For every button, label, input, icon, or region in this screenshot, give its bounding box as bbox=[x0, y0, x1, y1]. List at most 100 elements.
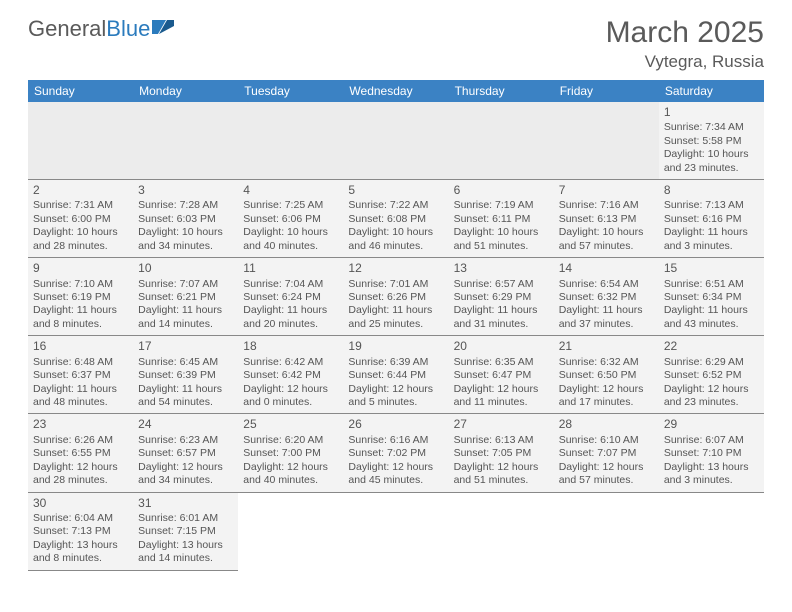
day-number: 7 bbox=[559, 183, 654, 198]
sunrise-line: Sunrise: 7:01 AM bbox=[348, 278, 443, 291]
trailing-blank bbox=[449, 493, 554, 571]
daylight-line-2: and 25 minutes. bbox=[348, 318, 443, 331]
daylight-line-1: Daylight: 10 hours bbox=[454, 226, 549, 239]
daylight-line-2: and 8 minutes. bbox=[33, 318, 128, 331]
sunset-line: Sunset: 6:11 PM bbox=[454, 213, 549, 226]
daylight-line-2: and 48 minutes. bbox=[33, 396, 128, 409]
sunset-line: Sunset: 6:06 PM bbox=[243, 213, 338, 226]
dow-header: Monday bbox=[133, 80, 238, 102]
trailing-blank bbox=[343, 493, 448, 571]
day-cell: 23Sunrise: 6:26 AMSunset: 6:55 PMDayligh… bbox=[28, 414, 133, 492]
logo-text-2: Blue bbox=[106, 16, 150, 42]
daylight-line-1: Daylight: 10 hours bbox=[664, 148, 759, 161]
daylight-line-1: Daylight: 11 hours bbox=[348, 304, 443, 317]
day-cell: 29Sunrise: 6:07 AMSunset: 7:10 PMDayligh… bbox=[659, 414, 764, 492]
daylight-line-2: and 57 minutes. bbox=[559, 474, 654, 487]
daylight-line-1: Daylight: 10 hours bbox=[138, 226, 233, 239]
daylight-line-1: Daylight: 12 hours bbox=[664, 383, 759, 396]
sunset-line: Sunset: 6:00 PM bbox=[33, 213, 128, 226]
daylight-line-1: Daylight: 11 hours bbox=[454, 304, 549, 317]
daylight-line-2: and 14 minutes. bbox=[138, 552, 233, 565]
sunset-line: Sunset: 6:29 PM bbox=[454, 291, 549, 304]
sunset-line: Sunset: 5:58 PM bbox=[664, 135, 759, 148]
day-cell: 18Sunrise: 6:42 AMSunset: 6:42 PMDayligh… bbox=[238, 336, 343, 414]
day-cell: 28Sunrise: 6:10 AMSunset: 7:07 PMDayligh… bbox=[554, 414, 659, 492]
daylight-line-1: Daylight: 11 hours bbox=[559, 304, 654, 317]
daylight-line-2: and 23 minutes. bbox=[664, 396, 759, 409]
day-cell: 3Sunrise: 7:28 AMSunset: 6:03 PMDaylight… bbox=[133, 180, 238, 258]
sunset-line: Sunset: 7:07 PM bbox=[559, 447, 654, 460]
dow-header: Saturday bbox=[659, 80, 764, 102]
day-number: 4 bbox=[243, 183, 338, 198]
daylight-line-1: Daylight: 11 hours bbox=[243, 304, 338, 317]
header: GeneralBlue March 2025 Vytegra, Russia bbox=[28, 16, 764, 72]
sunset-line: Sunset: 6:16 PM bbox=[664, 213, 759, 226]
sunset-line: Sunset: 6:37 PM bbox=[33, 369, 128, 382]
day-number: 9 bbox=[33, 261, 128, 276]
daylight-line-2: and 28 minutes. bbox=[33, 474, 128, 487]
day-number: 24 bbox=[138, 417, 233, 432]
sunrise-line: Sunrise: 7:10 AM bbox=[33, 278, 128, 291]
day-number: 29 bbox=[664, 417, 759, 432]
title-location: Vytegra, Russia bbox=[606, 52, 764, 72]
daylight-line-1: Daylight: 11 hours bbox=[138, 383, 233, 396]
daylight-line-2: and 3 minutes. bbox=[664, 474, 759, 487]
daylight-line-1: Daylight: 12 hours bbox=[348, 383, 443, 396]
sunrise-line: Sunrise: 6:48 AM bbox=[33, 356, 128, 369]
daylight-line-2: and 51 minutes. bbox=[454, 240, 549, 253]
sunset-line: Sunset: 6:08 PM bbox=[348, 213, 443, 226]
daylight-line-2: and 0 minutes. bbox=[243, 396, 338, 409]
daylight-line-2: and 34 minutes. bbox=[138, 474, 233, 487]
daylight-line-1: Daylight: 11 hours bbox=[664, 304, 759, 317]
dow-header: Wednesday bbox=[343, 80, 448, 102]
daylight-line-1: Daylight: 13 hours bbox=[138, 539, 233, 552]
sunset-line: Sunset: 7:15 PM bbox=[138, 525, 233, 538]
day-number: 1 bbox=[664, 105, 759, 120]
sunrise-line: Sunrise: 6:45 AM bbox=[138, 356, 233, 369]
day-number: 12 bbox=[348, 261, 443, 276]
sunrise-line: Sunrise: 7:28 AM bbox=[138, 199, 233, 212]
daylight-line-1: Daylight: 10 hours bbox=[559, 226, 654, 239]
logo-text-1: General bbox=[28, 16, 106, 42]
day-number: 22 bbox=[664, 339, 759, 354]
sunset-line: Sunset: 6:55 PM bbox=[33, 447, 128, 460]
day-cell: 11Sunrise: 7:04 AMSunset: 6:24 PMDayligh… bbox=[238, 258, 343, 336]
day-number: 14 bbox=[559, 261, 654, 276]
day-cell: 6Sunrise: 7:19 AMSunset: 6:11 PMDaylight… bbox=[449, 180, 554, 258]
day-cell: 22Sunrise: 6:29 AMSunset: 6:52 PMDayligh… bbox=[659, 336, 764, 414]
daylight-line-2: and 31 minutes. bbox=[454, 318, 549, 331]
sunset-line: Sunset: 6:42 PM bbox=[243, 369, 338, 382]
day-number: 26 bbox=[348, 417, 443, 432]
daylight-line-1: Daylight: 12 hours bbox=[243, 461, 338, 474]
sunrise-line: Sunrise: 7:04 AM bbox=[243, 278, 338, 291]
daylight-line-1: Daylight: 12 hours bbox=[454, 461, 549, 474]
day-number: 2 bbox=[33, 183, 128, 198]
sunrise-line: Sunrise: 6:54 AM bbox=[559, 278, 654, 291]
day-number: 31 bbox=[138, 496, 233, 511]
day-number: 8 bbox=[664, 183, 759, 198]
daylight-line-2: and 51 minutes. bbox=[454, 474, 549, 487]
calendar-grid: SundayMondayTuesdayWednesdayThursdayFrid… bbox=[28, 80, 764, 571]
sunrise-line: Sunrise: 6:39 AM bbox=[348, 356, 443, 369]
day-cell: 7Sunrise: 7:16 AMSunset: 6:13 PMDaylight… bbox=[554, 180, 659, 258]
daylight-line-1: Daylight: 10 hours bbox=[243, 226, 338, 239]
sunset-line: Sunset: 6:57 PM bbox=[138, 447, 233, 460]
sunrise-line: Sunrise: 6:16 AM bbox=[348, 434, 443, 447]
daylight-line-1: Daylight: 12 hours bbox=[138, 461, 233, 474]
daylight-line-1: Daylight: 11 hours bbox=[33, 383, 128, 396]
day-cell: 5Sunrise: 7:22 AMSunset: 6:08 PMDaylight… bbox=[343, 180, 448, 258]
daylight-line-2: and 28 minutes. bbox=[33, 240, 128, 253]
sunrise-line: Sunrise: 6:04 AM bbox=[33, 512, 128, 525]
day-number: 15 bbox=[664, 261, 759, 276]
daylight-line-1: Daylight: 13 hours bbox=[664, 461, 759, 474]
sunrise-line: Sunrise: 6:20 AM bbox=[243, 434, 338, 447]
day-cell: 21Sunrise: 6:32 AMSunset: 6:50 PMDayligh… bbox=[554, 336, 659, 414]
day-cell: 8Sunrise: 7:13 AMSunset: 6:16 PMDaylight… bbox=[659, 180, 764, 258]
sunrise-line: Sunrise: 7:31 AM bbox=[33, 199, 128, 212]
day-cell: 9Sunrise: 7:10 AMSunset: 6:19 PMDaylight… bbox=[28, 258, 133, 336]
daylight-line-2: and 54 minutes. bbox=[138, 396, 233, 409]
sunset-line: Sunset: 6:47 PM bbox=[454, 369, 549, 382]
sunrise-line: Sunrise: 7:25 AM bbox=[243, 199, 338, 212]
daylight-line-1: Daylight: 12 hours bbox=[559, 461, 654, 474]
flag-icon bbox=[152, 16, 174, 42]
